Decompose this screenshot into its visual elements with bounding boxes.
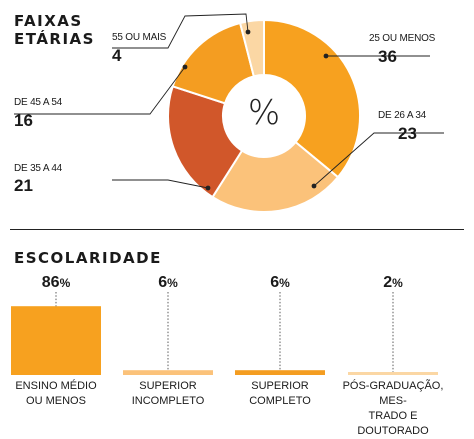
leader-26-34-dot	[311, 183, 317, 189]
bar-value-4: 2%	[383, 274, 403, 291]
section-title-age: FAIXAS ETÁRIAS	[14, 12, 95, 48]
pie-value-3: 21	[14, 176, 33, 195]
percent-symbol: %	[247, 93, 281, 133]
bar-category-4: PÓS-GRADUAÇÃO, MES- TRADO E DOUTORADO	[342, 380, 444, 437]
leader-55-ou-mais-dot	[245, 29, 251, 35]
bar-value-unit: %	[279, 276, 290, 290]
pie-value-1: 36	[378, 47, 397, 66]
pie-slice-4	[171, 21, 256, 105]
leader-26-34-line	[313, 132, 444, 187]
bar-3	[235, 370, 325, 375]
pie-slice-2	[211, 140, 340, 213]
bar-category-3: SUPERIOR COMPLETO	[249, 380, 311, 407]
leader-35-44-dot	[205, 185, 211, 191]
bar-category-2: SUPERIOR INCOMPLETO	[131, 380, 205, 407]
infographic-canvas	[11, 13, 444, 375]
bar-category-1: ENSINO MÉDIO OU MENOS	[15, 380, 97, 407]
pie-label-2: DE 26 A 34	[378, 110, 427, 121]
bar-value-3: 6%	[270, 274, 290, 291]
pie-value-4: 16	[14, 111, 33, 130]
bar-value-unit: %	[167, 276, 178, 290]
section-title-education: ESCOLARIDADE	[14, 249, 162, 267]
section-divider	[10, 229, 464, 230]
age-donut-chart	[167, 18, 361, 213]
leader-35-44-line	[112, 179, 209, 189]
pie-slice-1	[263, 18, 361, 179]
bar-4	[348, 372, 438, 375]
pie-slice-5	[238, 18, 265, 78]
leader-25-ou-menos-dot	[323, 53, 329, 59]
leader-55-ou-mais-line	[112, 13, 249, 49]
pie-label-3: DE 35 A 44	[14, 163, 63, 174]
pie-slice-3	[167, 85, 244, 199]
pie-value-5: 4	[112, 46, 122, 65]
bar-value-1: 86%	[41, 274, 71, 291]
bar-value-unit: %	[392, 276, 403, 290]
education-bar-chart	[11, 292, 438, 375]
bar-2	[123, 370, 213, 375]
label-leader-lines	[14, 13, 444, 191]
pie-value-2: 23	[398, 124, 417, 143]
bar-value-unit: %	[59, 276, 71, 290]
pie-label-4: DE 45 A 54	[14, 97, 63, 108]
bar-value-2: 6%	[158, 274, 178, 291]
leader-45-54-dot	[182, 64, 188, 70]
leader-45-54-line	[14, 66, 186, 115]
pie-label-5: 55 OU MAIS	[112, 32, 167, 43]
pie-label-1: 25 OU MENOS	[369, 33, 436, 44]
bar-1	[11, 306, 101, 375]
